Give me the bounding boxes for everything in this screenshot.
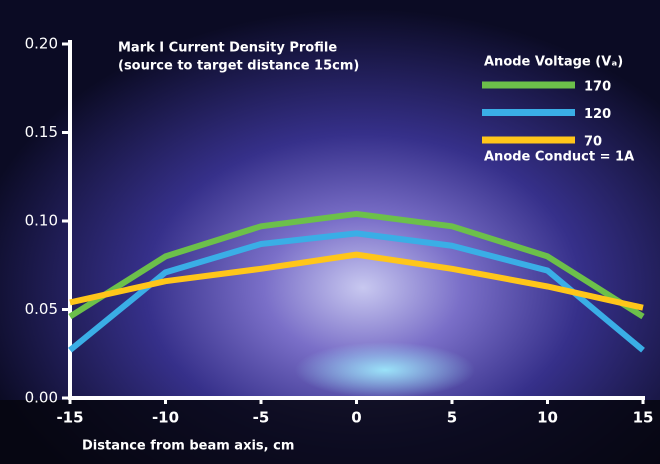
- page: {"chart_data": { "type": "line", "title"…: [0, 0, 660, 464]
- beam-core: [295, 342, 475, 398]
- chart: Mark I Current Density Profile (source t…: [0, 0, 660, 464]
- legend-label: 170: [584, 80, 611, 95]
- x-tick-label: 5: [447, 409, 457, 427]
- x-axis-label: Distance from beam axis, cm: [82, 439, 294, 454]
- x-tick-label: 0: [351, 409, 361, 427]
- y-tick-label: 0.00: [25, 389, 58, 407]
- x-tick-label: 15: [633, 409, 654, 427]
- y-tick-label: 0.15: [25, 123, 58, 141]
- x-tick-label: -10: [152, 409, 179, 427]
- x-tick-label: -5: [253, 409, 270, 427]
- bottom-band: [0, 400, 660, 464]
- chart-subtitle: (source to target distance 15cm): [118, 59, 359, 74]
- y-tick-label: 0.10: [25, 212, 58, 230]
- x-tick-label: 10: [537, 409, 558, 427]
- y-tick-label: 0.05: [25, 300, 58, 318]
- legend-label: 120: [584, 107, 611, 122]
- y-tick-label: 0.20: [25, 35, 58, 53]
- annotation: Anode Conduct = 1A: [484, 150, 634, 165]
- legend-label: 70: [584, 135, 602, 150]
- legend-title: Anode Voltage (Vₐ): [484, 55, 623, 70]
- chart-title: Mark I Current Density Profile: [118, 41, 337, 56]
- x-tick-label: -15: [56, 409, 83, 427]
